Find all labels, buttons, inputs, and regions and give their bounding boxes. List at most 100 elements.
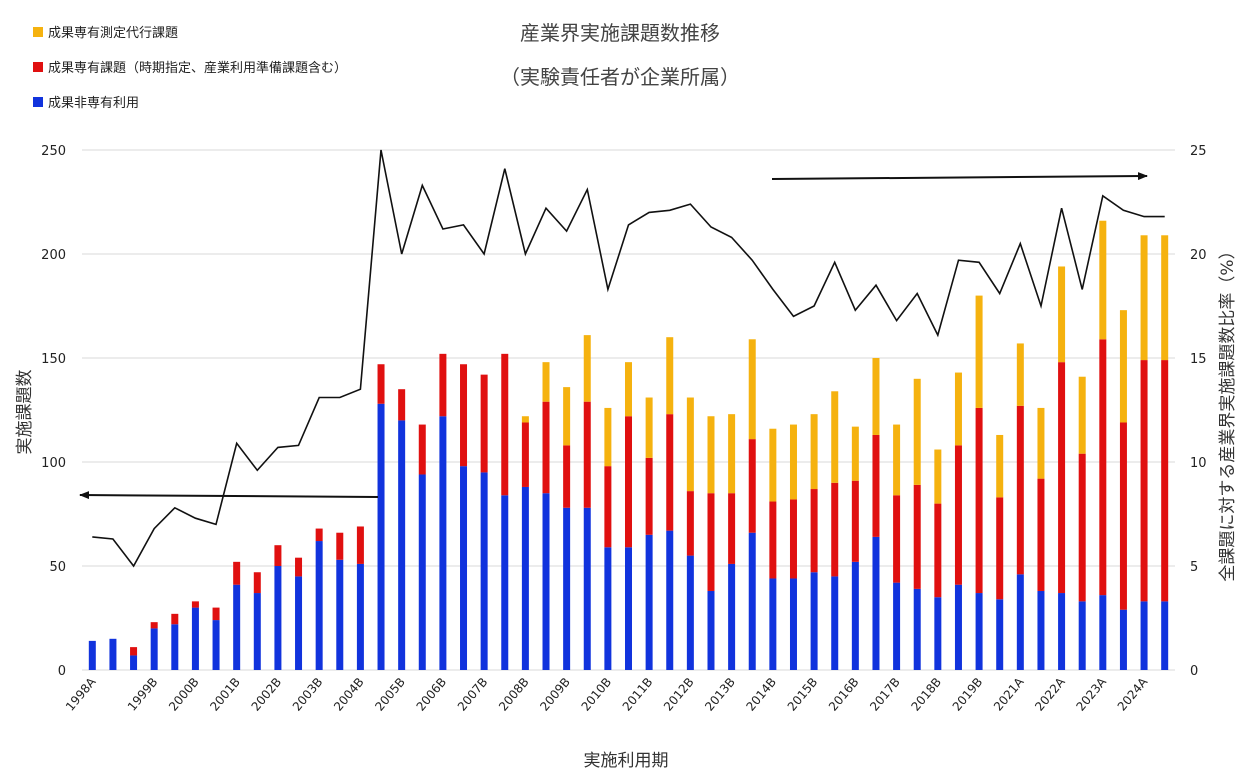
x-tick-label: 2013B (702, 675, 738, 714)
bar-segment-exclusive (336, 532, 344, 560)
bar-segment-nonexclusive (439, 416, 447, 670)
y-tick-label: 100 (41, 456, 66, 471)
bar-segment-nonexclusive (913, 588, 921, 670)
y-axis-label: 実施課題数 (15, 370, 35, 455)
y2-axis-label: 全課題に対する産業界実施課題数比率（%） (1218, 242, 1238, 581)
x-tick-label: 2011B (620, 675, 656, 714)
bar-segment-exclusive (1140, 360, 1148, 602)
bar-segment-nonexclusive (645, 534, 653, 670)
y2-tick-label: 10 (1190, 456, 1207, 471)
bar-segment-exclusive (625, 416, 632, 548)
bar-segment-exclusive_measure (1058, 266, 1066, 363)
bar-segment-exclusive (233, 561, 241, 585)
bar-segment-nonexclusive (1016, 574, 1024, 670)
bar-segment-exclusive_measure (810, 414, 818, 490)
bar-segment-nonexclusive (604, 547, 612, 670)
bar-segment-exclusive_measure (975, 295, 983, 408)
bar-segment-exclusive_measure (1140, 235, 1148, 361)
bar-segment-exclusive (398, 389, 406, 421)
bar-segment-exclusive (253, 572, 261, 594)
bar-segment-exclusive_measure (1119, 310, 1127, 423)
x-tick-label: 2017B (867, 675, 903, 714)
y-tick-label: 200 (41, 248, 66, 263)
y2-tick-label: 25 (1190, 144, 1207, 159)
legend-swatch-exclusive (33, 62, 43, 72)
bar-segment-exclusive_measure (542, 362, 550, 402)
bar-segment-nonexclusive (707, 590, 715, 670)
bar-segment-exclusive (686, 491, 694, 556)
bar-segment-exclusive (769, 501, 777, 579)
bar-segment-nonexclusive (831, 576, 839, 670)
bar-segment-nonexclusive (1119, 609, 1127, 670)
bar-segment-exclusive_measure (521, 416, 529, 423)
bar-segment-nonexclusive (377, 403, 385, 670)
bar-segment-exclusive (171, 613, 179, 625)
bar-segment-nonexclusive (1078, 601, 1086, 670)
bar-segment-exclusive (1161, 360, 1169, 602)
x-axis-label: 実施利用期 (584, 751, 669, 771)
bar-segment-exclusive_measure (789, 424, 797, 500)
bar-segment-nonexclusive (975, 593, 983, 670)
x-tick-label: 1999B (125, 675, 161, 714)
bar-segment-exclusive_measure (769, 428, 777, 502)
bar-segment-exclusive_measure (913, 378, 921, 485)
bar-segment-exclusive_measure (563, 387, 571, 446)
x-tick-label: 2015B (785, 675, 821, 714)
bar-segment-nonexclusive (212, 620, 220, 670)
legend: 成果専有測定代行課題 成果専有課題（時期指定、産業利用準備課題含む） 成果非専有… (33, 25, 347, 111)
bar-segment-nonexclusive (872, 536, 880, 670)
bar-segment-nonexclusive (666, 530, 674, 670)
x-tick-label: 2001B (207, 675, 243, 714)
bar-segment-exclusive (748, 439, 756, 533)
bar-segment-nonexclusive (1037, 590, 1045, 670)
bar-segment-nonexclusive (1099, 595, 1107, 670)
legend-label-nonexclusive: 成果非専有利用 (48, 96, 139, 111)
bar-segment-exclusive (1078, 453, 1086, 602)
x-tick-label: 2012B (661, 675, 697, 714)
x-tick-label: 2023A (1073, 674, 1109, 713)
bar-segment-exclusive (439, 353, 447, 417)
bar-segment-nonexclusive (625, 547, 632, 670)
y2-tick-label: 0 (1190, 664, 1198, 679)
x-tick-label: 2002B (249, 675, 285, 714)
bar-segment-exclusive_measure (893, 424, 901, 496)
bar-segment-exclusive (1016, 405, 1024, 575)
x-tick-label: 2006B (414, 675, 450, 714)
bar-segment-exclusive (707, 493, 715, 591)
x-tick-label: 2024A (1115, 674, 1151, 713)
bar-segment-exclusive_measure (686, 397, 694, 492)
x-tick-label: 2009B (537, 675, 573, 714)
bar-segment-exclusive (604, 466, 612, 548)
x-tick-label: 2016B (826, 675, 862, 714)
bar-segment-nonexclusive (583, 507, 591, 670)
chart-subtitle: （実験責任者が企業所属） (500, 65, 740, 89)
bar-segment-nonexclusive (934, 597, 942, 670)
bar-segment-exclusive (315, 528, 323, 542)
x-tick-label: 2019B (950, 675, 986, 714)
bar-segment-exclusive (789, 499, 797, 579)
bar-segment-exclusive (460, 364, 468, 467)
bar-segment-nonexclusive (295, 576, 303, 670)
bar-segment-nonexclusive (789, 578, 797, 670)
bar-segment-exclusive (563, 445, 571, 508)
x-tick-label: 2000B (166, 675, 202, 714)
x-tick-label: 1998A (63, 674, 99, 713)
bar-segment-exclusive_measure (872, 358, 880, 435)
bar-segment-exclusive_measure (604, 407, 612, 467)
bar-segment-nonexclusive (253, 593, 261, 670)
bar-segment-exclusive_measure (583, 335, 591, 402)
bar-segment-nonexclusive (542, 493, 550, 670)
bar-segment-exclusive_measure (1161, 235, 1169, 361)
bar-segment-exclusive (377, 364, 385, 404)
legend-swatch-nonexclusive (33, 97, 43, 107)
y-tick-label: 50 (49, 560, 66, 575)
bar-segment-exclusive_measure (645, 397, 653, 458)
bar-segment-exclusive_measure (851, 426, 859, 481)
bar-segment-exclusive_measure (996, 434, 1004, 498)
bar-segment-nonexclusive (88, 640, 96, 670)
x-tick-label: 2014B (744, 675, 780, 714)
bar-segment-exclusive (356, 526, 364, 564)
bar-segment-nonexclusive (1058, 593, 1066, 670)
bar-segment-exclusive (1037, 478, 1045, 591)
bar-segment-exclusive_measure (728, 414, 736, 494)
